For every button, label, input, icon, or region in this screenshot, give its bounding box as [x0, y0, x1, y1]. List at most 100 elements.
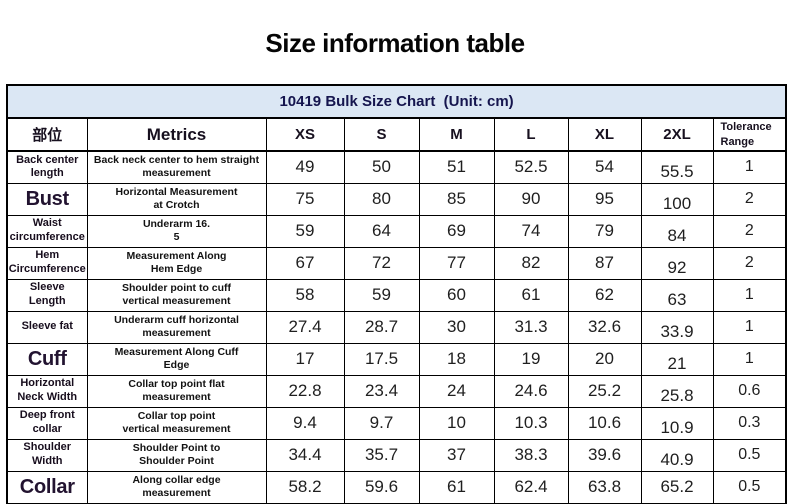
cell-tolerance: 1 — [712, 278, 787, 312]
cell-value-l: 90 — [493, 182, 569, 216]
cell-part: Hem Circumference — [6, 246, 88, 280]
cell-tolerance: 1 — [712, 342, 787, 376]
cell-value-xl: 79 — [567, 214, 642, 248]
cell-metric: Shoulder point to cuff vertical measurem… — [86, 278, 267, 312]
cell-value-2xl: 10.9 — [640, 406, 714, 440]
cell-value-xl: 63.8 — [567, 470, 642, 504]
table-row-back-center-length: Back center length Back neck center to he… — [6, 150, 787, 184]
cell-value-2xl: 40.9 — [640, 438, 714, 472]
column-header-xs: XS — [265, 117, 345, 152]
cell-part: Shoulder Width — [6, 438, 88, 472]
table-row-sleeve-fat: Sleeve fat Underarm cuff horizontal measu… — [6, 310, 787, 344]
cell-value-xs: 34.4 — [265, 438, 345, 472]
cell-part: Deep front collar — [6, 406, 88, 440]
cell-metric: Collar top point vertical measurement — [86, 406, 267, 440]
table-row-shoulder-width: Shoulder Width Shoulder Point to Shoulder… — [6, 438, 787, 472]
cell-value-xs: 27.4 — [265, 310, 345, 344]
cell-value-l: 31.3 — [493, 310, 569, 344]
table-row-cuff: Cuff Measurement Along Cuff Edge 17 17.5 18 1… — [6, 342, 787, 376]
cell-value-xs: 17 — [265, 342, 345, 376]
cell-value-2xl: 55.5 — [640, 150, 714, 184]
cell-value-m: 37 — [418, 438, 495, 472]
cell-metric: Underarm 16. 5 — [86, 214, 267, 248]
cell-metric: Horizontal Measurement at Crotch — [86, 182, 267, 216]
cell-value-l: 52.5 — [493, 150, 569, 184]
cell-metric: Measurement Along Hem Edge — [86, 246, 267, 280]
cell-value-s: 72 — [343, 246, 420, 280]
cell-value-xl: 25.2 — [567, 374, 642, 408]
cell-tolerance: 2 — [712, 182, 787, 216]
table-row-collar: Collar Along collar edge measurement 58.2 5… — [6, 470, 787, 504]
cell-value-xs: 58.2 — [265, 470, 345, 504]
cell-value-xl: 32.6 — [567, 310, 642, 344]
cell-value-xl: 10.6 — [567, 406, 642, 440]
cell-value-m: 61 — [418, 470, 495, 504]
cell-tolerance: 0.5 — [712, 438, 787, 472]
cell-value-2xl: 21 — [640, 342, 714, 376]
cell-value-m: 18 — [418, 342, 495, 376]
cell-value-2xl: 33.9 — [640, 310, 714, 344]
cell-tolerance: 0.3 — [712, 406, 787, 440]
cell-value-l: 10.3 — [493, 406, 569, 440]
cell-value-xs: 49 — [265, 150, 345, 184]
cell-value-s: 35.7 — [343, 438, 420, 472]
column-header-2xl: 2XL — [640, 117, 714, 152]
cell-value-xs: 59 — [265, 214, 345, 248]
cell-value-m: 51 — [418, 150, 495, 184]
column-header-row: 部位 Metrics XS S M L XL 2XL Tolerance Range — [6, 117, 787, 152]
cell-metric: Along collar edge measurement — [86, 470, 267, 504]
cell-value-xs: 75 — [265, 182, 345, 216]
table-title-bar: 10419 Bulk Size Chart (Unit: cm) — [6, 84, 787, 119]
cell-value-l: 38.3 — [493, 438, 569, 472]
cell-value-m: 30 — [418, 310, 495, 344]
cell-part: Collar — [6, 470, 88, 504]
page-title: Size information table — [265, 28, 525, 58]
cell-value-l: 82 — [493, 246, 569, 280]
cell-value-xs: 58 — [265, 278, 345, 312]
table-row-deep-front-collar: Deep front collar Collar top point vertic… — [6, 406, 787, 440]
cell-value-2xl: 100 — [640, 182, 714, 216]
column-header-m: M — [418, 117, 495, 152]
table-row-bust: Bust Horizontal Measurement at Crotch 75 80… — [6, 182, 787, 216]
cell-tolerance: 0.5 — [712, 470, 787, 504]
table-row-sleeve-length: Sleeve Length Shoulder point to cuff vert… — [6, 278, 787, 312]
cell-value-xl: 39.6 — [567, 438, 642, 472]
cell-value-s: 80 — [343, 182, 420, 216]
table-row-horizontal-neck-width: Horizontal Neck Width Collar top point fl… — [6, 374, 787, 408]
cell-tolerance: 2 — [712, 246, 787, 280]
cell-metric: Collar top point flat measurement — [86, 374, 267, 408]
cell-value-s: 59.6 — [343, 470, 420, 504]
cell-value-2xl: 65.2 — [640, 470, 714, 504]
cell-value-xl: 20 — [567, 342, 642, 376]
cell-value-s: 17.5 — [343, 342, 420, 376]
cell-metric: Measurement Along Cuff Edge — [86, 342, 267, 376]
cell-value-s: 64 — [343, 214, 420, 248]
cell-value-l: 62.4 — [493, 470, 569, 504]
cell-value-xs: 67 — [265, 246, 345, 280]
cell-tolerance: 0.6 — [712, 374, 787, 408]
cell-value-s: 50 — [343, 150, 420, 184]
cell-metric: Underarm cuff horizontal measurement — [86, 310, 267, 344]
cell-part: Back center length — [6, 150, 88, 184]
table-row-hem-circumference: Hem Circumference Measurement Along Hem E… — [6, 246, 787, 280]
table-title-bar-row: 10419 Bulk Size Chart (Unit: cm) — [6, 84, 787, 119]
cell-value-s: 28.7 — [343, 310, 420, 344]
cell-part: Sleeve fat — [6, 310, 88, 344]
cell-tolerance: 2 — [712, 214, 787, 248]
cell-value-s: 9.7 — [343, 406, 420, 440]
cell-value-2xl: 63 — [640, 278, 714, 312]
cell-value-l: 24.6 — [493, 374, 569, 408]
cell-metric: Shoulder Point to Shoulder Point — [86, 438, 267, 472]
column-header-l: L — [493, 117, 569, 152]
cell-value-l: 74 — [493, 214, 569, 248]
cell-value-2xl: 92 — [640, 246, 714, 280]
table-body: Back center length Back neck center to he… — [6, 150, 787, 504]
cell-value-s: 59 — [343, 278, 420, 312]
cell-value-m: 69 — [418, 214, 495, 248]
column-header-部位: 部位 — [6, 117, 88, 152]
cell-value-2xl: 25.8 — [640, 374, 714, 408]
column-header-metrics: Metrics — [86, 117, 267, 152]
column-header-tolerance-range: Tolerance Range — [712, 117, 787, 152]
cell-part: Waist circumference — [6, 214, 88, 248]
